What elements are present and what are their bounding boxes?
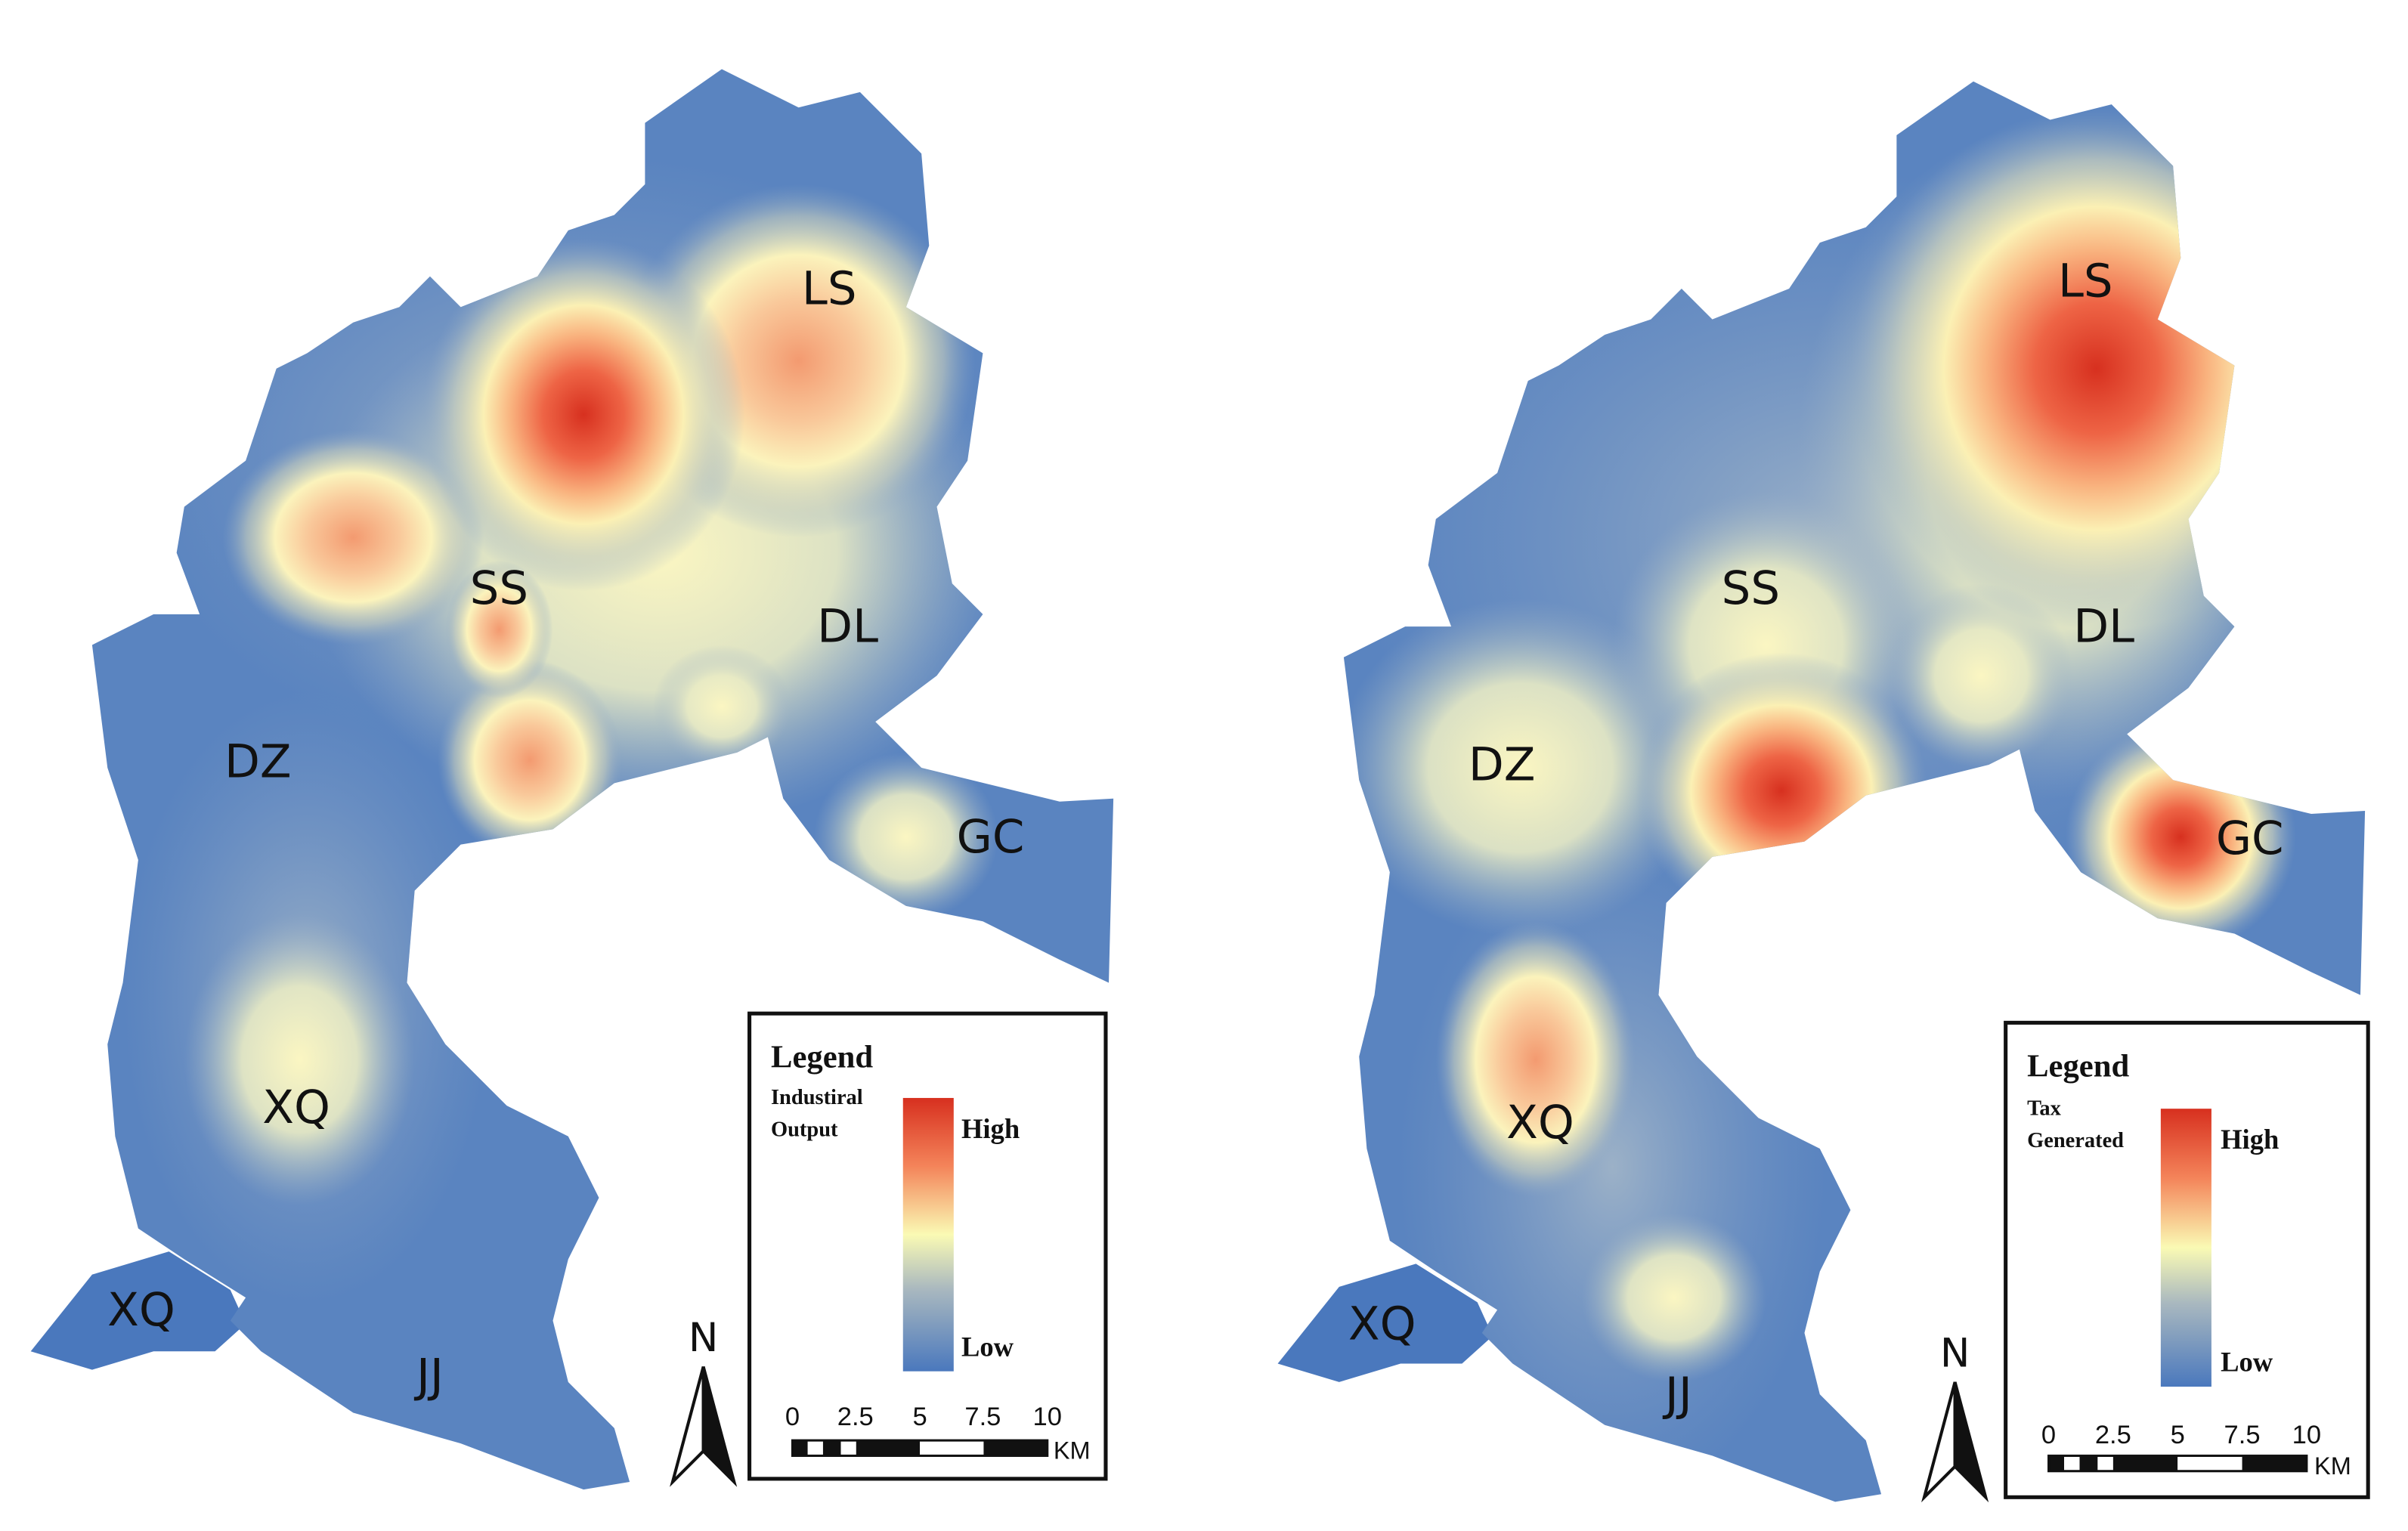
- color-ramp: [2160, 1109, 2211, 1387]
- label-ls: LS: [2058, 255, 2113, 308]
- label-gc: GC: [2216, 812, 2284, 865]
- label-ss: SS: [1722, 561, 1780, 615]
- legend: Legend Industiral Output High Low 0 2.5 …: [747, 1011, 1108, 1481]
- scale-tick: 2.5: [2095, 1421, 2131, 1449]
- north-label: N: [689, 1315, 719, 1361]
- scale-segment: [792, 1440, 808, 1456]
- label-dl: DL: [2073, 600, 2134, 654]
- scale-segment: [983, 1440, 1048, 1456]
- legend-title: Legend: [2027, 1048, 2129, 1084]
- north-label: N: [1940, 1331, 1970, 1377]
- scale-tick: 5: [2171, 1421, 2185, 1449]
- scale-segment: [856, 1440, 921, 1456]
- label-xq: XQ: [262, 1081, 330, 1134]
- scale-segment: [2177, 1455, 2242, 1471]
- scale-segment: [2242, 1455, 2307, 1471]
- heat-hotspot: [438, 660, 622, 860]
- scale-segment: [822, 1440, 841, 1456]
- heat-hotspot: [652, 645, 791, 769]
- north-arrow: N: [670, 1315, 738, 1487]
- color-ramp: [902, 1097, 954, 1372]
- label-dz: DZ: [224, 735, 292, 789]
- legend-low: Low: [2221, 1347, 2273, 1378]
- scale-tick: 10: [2292, 1421, 2321, 1449]
- scale-tick: 7.5: [964, 1403, 1001, 1431]
- place-labels: LS SS DL DZ GC XQ XQ JJ: [1348, 255, 2284, 1421]
- label-ls: LS: [802, 262, 857, 316]
- heat-hotspot: [1889, 583, 2074, 769]
- scale-segment: [2079, 1455, 2098, 1471]
- heat-hotspot: [222, 429, 484, 645]
- legend-high: High: [961, 1113, 1020, 1144]
- label-dz: DZ: [1469, 738, 1536, 792]
- scale-tick: 0: [785, 1403, 800, 1431]
- heat-surface: [122, 153, 1045, 1306]
- label-dl: DL: [817, 600, 878, 654]
- scale-segment: [2097, 1455, 2113, 1471]
- scale-tick: 10: [1033, 1403, 1062, 1431]
- legend-title: Legend: [771, 1039, 873, 1075]
- north-arrow-icon: [670, 1366, 705, 1487]
- north-arrow-icon: [1921, 1381, 1957, 1503]
- legend-variable-line2: Output: [771, 1118, 838, 1142]
- heat-hotspot: [184, 914, 415, 1206]
- heat-hotspot: [1343, 598, 1705, 937]
- scale-tick: 7.5: [2224, 1421, 2261, 1449]
- scale-tick: 5: [912, 1403, 927, 1431]
- heat-hotspot: [1397, 829, 1828, 1502]
- heat-hotspot: [1850, 107, 2342, 630]
- label-xq-island: XQ: [1348, 1297, 1416, 1350]
- heat-hotspot: [422, 237, 745, 592]
- north-arrow: N: [1921, 1331, 1989, 1503]
- legend-low: Low: [961, 1331, 1014, 1362]
- label-xq: XQ: [1506, 1096, 1574, 1149]
- scale-tick: 0: [2041, 1421, 2056, 1449]
- scale-segment: [2064, 1455, 2080, 1471]
- scale-segment: [840, 1440, 856, 1456]
- label-xq-island: XQ: [107, 1283, 175, 1337]
- scale-bar: [791, 1439, 1049, 1457]
- scale-segment: [920, 1440, 984, 1456]
- place-labels: LS SS DL DZ GC XQ XQ JJ: [107, 262, 1024, 1403]
- map-industrial-output: LS SS DL DZ GC XQ XQ JJ N Legend Industi…: [30, 69, 1114, 1490]
- heat-hotspot: [445, 560, 553, 699]
- heat-hotspot: [1581, 1213, 1766, 1382]
- scale-segment: [807, 1440, 823, 1456]
- legend-variable-line1: Industiral: [771, 1086, 863, 1109]
- map-tax-generated: LS SS DL DZ GC XQ XQ JJ N Legend Tax Gen…: [1277, 81, 2370, 1503]
- scale-unit: KM: [2314, 1452, 2351, 1480]
- legend-high: High: [2221, 1124, 2279, 1155]
- heat-hotspot: [1435, 921, 1636, 1199]
- legend-variable-line1: Tax: [2027, 1096, 2062, 1120]
- label-ss: SS: [470, 561, 528, 615]
- scale-bar: [2047, 1454, 2308, 1473]
- label-gc: GC: [957, 810, 1025, 864]
- heat-hotspot: [1635, 652, 1928, 929]
- label-jj: JJ: [1662, 1368, 1692, 1421]
- scale-segment: [2112, 1455, 2178, 1471]
- label-jj: JJ: [413, 1349, 444, 1403]
- scale-tick: 2.5: [837, 1403, 874, 1431]
- legend: Legend Tax Generated High Low 0 2.5 5 7.…: [2004, 1020, 2370, 1499]
- scale-unit: KM: [1054, 1437, 1091, 1464]
- legend-variable-line2: Generated: [2027, 1129, 2124, 1152]
- scale-segment: [2048, 1455, 2065, 1471]
